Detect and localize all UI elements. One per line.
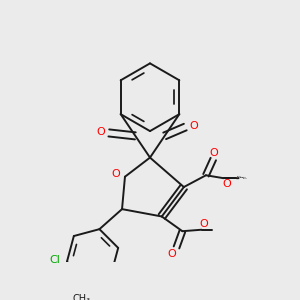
Text: CH₃: CH₃	[72, 294, 90, 300]
Text: methyl: methyl	[237, 176, 242, 177]
Text: O: O	[112, 169, 121, 179]
Text: O: O	[200, 219, 208, 230]
Text: O: O	[96, 127, 105, 137]
Text: O: O	[209, 148, 218, 158]
Text: methyl: methyl	[240, 177, 245, 178]
Text: methyl: methyl	[238, 177, 242, 178]
Text: methyl: methyl	[243, 178, 248, 179]
Text: Cl: Cl	[49, 255, 60, 265]
Text: methyl: methyl	[242, 176, 247, 178]
Text: O: O	[189, 121, 198, 131]
Text: O: O	[222, 179, 231, 189]
Text: O: O	[168, 249, 176, 259]
